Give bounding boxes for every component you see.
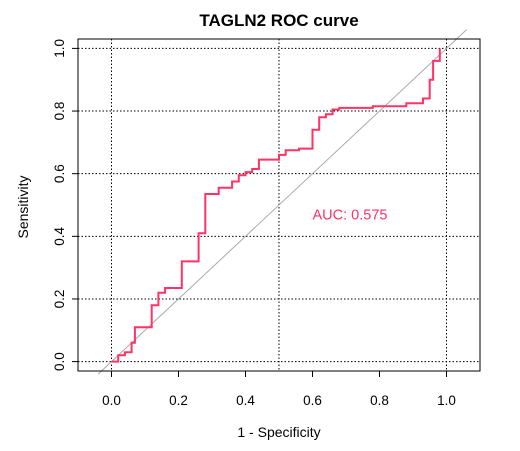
y-axis-label: Sensitivity: [15, 175, 31, 238]
x-tick-label: 1.0: [437, 393, 456, 408]
x-tick-label: 0.6: [303, 393, 322, 408]
y-tick-label: 0.2: [52, 290, 67, 309]
y-tick-label: 0.8: [52, 102, 67, 121]
roc-curve-line: [111, 48, 441, 363]
y-tick-label: 1.0: [52, 39, 67, 58]
x-tick-label: 0.4: [236, 393, 255, 408]
reference-diagonal-line: [97, 29, 467, 375]
grid-lines: [78, 39, 480, 371]
x-tick-label: 0.8: [370, 393, 389, 408]
x-axis-label: 1 - Specificity: [237, 424, 320, 440]
x-axis: 0.0 0.2 0.4 0.6 0.8 1.0: [102, 370, 456, 408]
x-tick-label: 0.2: [169, 393, 188, 408]
chart-title: TAGLN2 ROC curve: [199, 11, 358, 30]
y-tick-label: 0.0: [52, 352, 67, 371]
y-tick-label: 0.4: [52, 226, 67, 245]
y-tick-label: 0.6: [52, 164, 67, 183]
y-axis: 0.0 0.2 0.4 0.6 0.8 1.0: [52, 39, 79, 371]
auc-annotation: AUC: 0.575: [313, 207, 388, 223]
x-tick-label: 0.0: [102, 393, 121, 408]
